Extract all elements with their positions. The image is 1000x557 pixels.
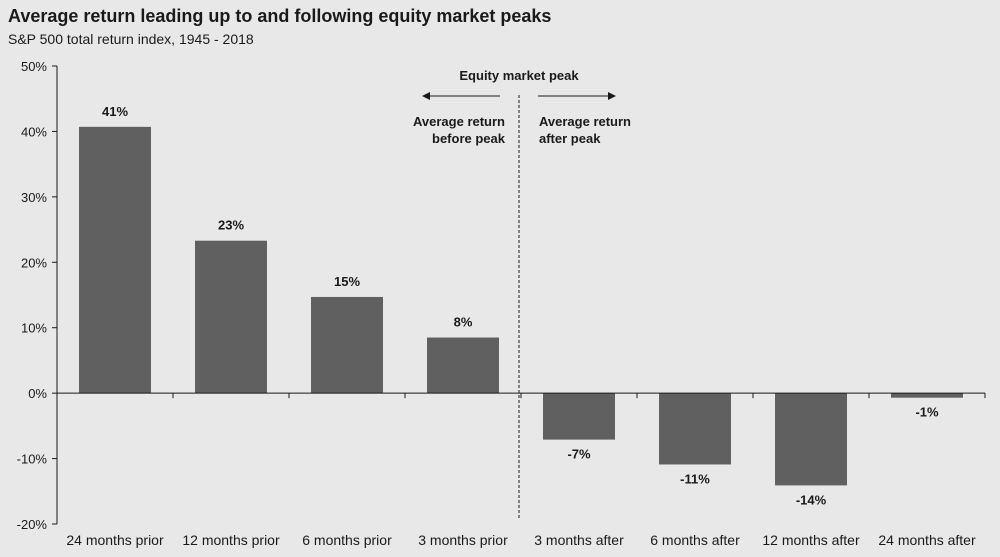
- bar: [195, 240, 267, 394]
- x-category-label: 3 months prior: [418, 532, 508, 548]
- x-category-label: 12 months prior: [182, 532, 280, 548]
- after-peak-label-line1: Average return: [539, 114, 631, 129]
- bar: [79, 126, 151, 394]
- x-category-label: 24 months after: [878, 532, 976, 548]
- x-category-label: 6 months after: [650, 532, 740, 548]
- bar: [427, 337, 499, 394]
- peak-annotation: Equity market peak Average return before…: [413, 68, 631, 518]
- y-tick-label: 0%: [28, 386, 47, 401]
- bar-data-label: -14%: [796, 492, 827, 507]
- bar: [543, 393, 615, 440]
- peak-label: Equity market peak: [459, 68, 579, 83]
- y-tick-label: -20%: [17, 517, 48, 532]
- x-axis: 24 months prior 12 months prior 6 months p…: [56, 392, 986, 548]
- bar-data-label: 8%: [454, 315, 473, 330]
- y-axis: 50% 40% 30% 20% 10% 0% -10% -20%: [17, 59, 58, 532]
- bar-data-label: -1%: [915, 405, 939, 420]
- before-peak-label-line1: Average return: [413, 114, 505, 129]
- bars-group: 41% 23% 15% 8% -7% -11% -14% -1%: [79, 104, 963, 507]
- x-category-label: 12 months after: [762, 532, 860, 548]
- y-tick-label: 30%: [21, 190, 47, 205]
- bar: [311, 296, 383, 394]
- y-tick-label: 20%: [21, 255, 47, 270]
- x-category-label: 3 months after: [534, 532, 624, 548]
- x-category-label: 6 months prior: [302, 532, 392, 548]
- y-tick-label: -10%: [17, 452, 48, 467]
- bar-data-label: 41%: [102, 104, 128, 119]
- bar: [891, 393, 963, 398]
- before-peak-label-line2: before peak: [432, 131, 506, 146]
- bar-data-label: -7%: [567, 447, 591, 462]
- chart-title: Average return leading up to and followi…: [8, 6, 552, 26]
- y-tick-label: 50%: [21, 59, 47, 74]
- bar: [659, 393, 731, 465]
- after-peak-label-line2: after peak: [539, 131, 601, 146]
- bar-data-label: 23%: [218, 218, 244, 233]
- bar-data-label: -11%: [680, 471, 710, 486]
- chart-subtitle: S&P 500 total return index, 1945 - 2018: [8, 31, 254, 47]
- bar-data-label: 15%: [334, 274, 360, 289]
- bar: [775, 393, 847, 486]
- y-tick-label: 10%: [21, 321, 47, 336]
- y-tick-label: 40%: [21, 124, 47, 139]
- x-category-label: 24 months prior: [66, 532, 164, 548]
